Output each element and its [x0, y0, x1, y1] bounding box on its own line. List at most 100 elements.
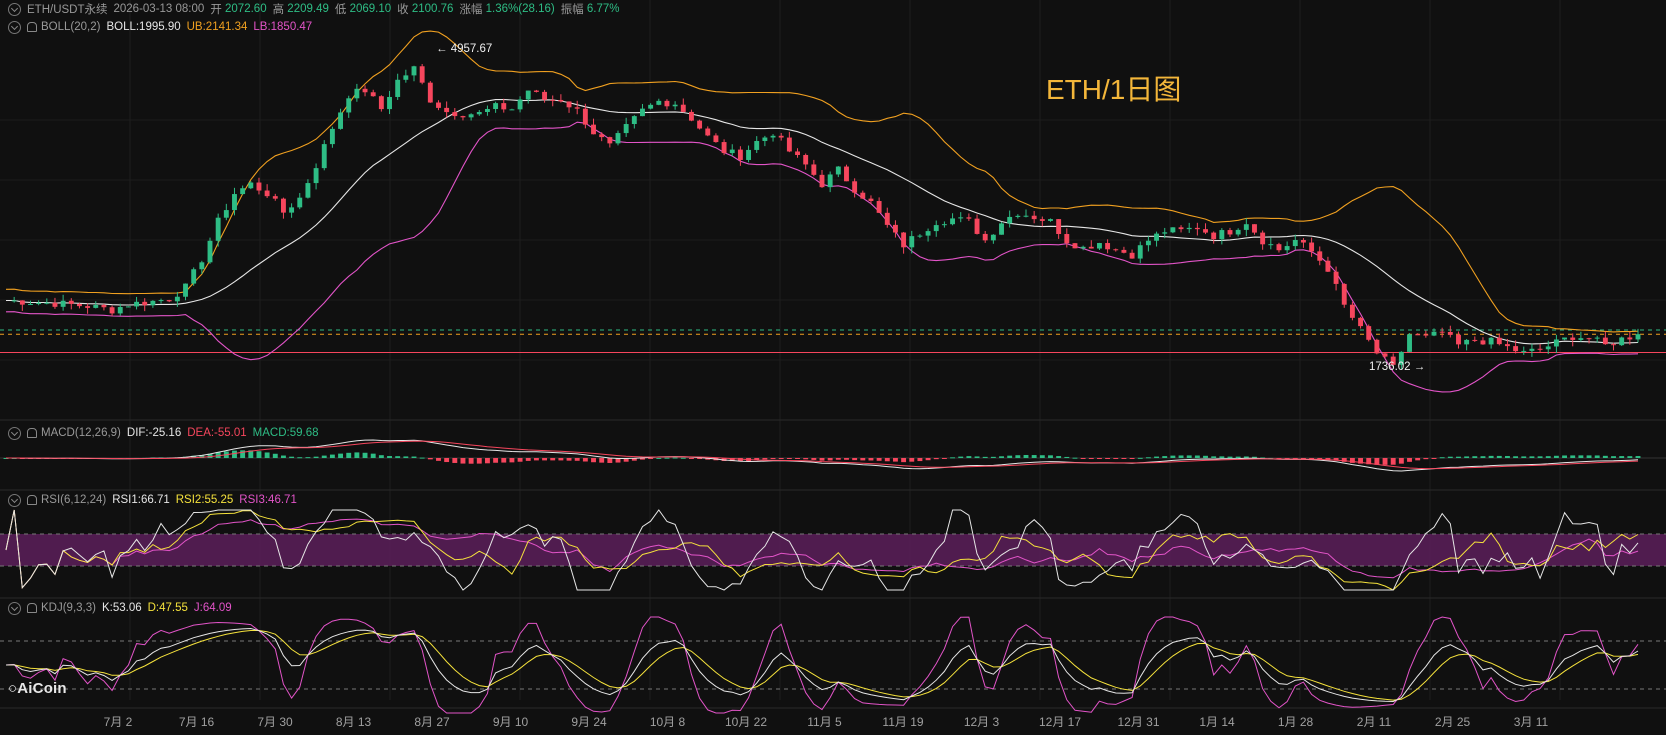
- macd-histogram-bar: [501, 458, 507, 463]
- candle-body: [1023, 215, 1029, 217]
- candle-body: [1537, 348, 1543, 350]
- macd-panel[interactable]: [0, 439, 1666, 472]
- x-tick-label: 10月 8: [649, 715, 686, 729]
- high-annotation-value: 4957.67: [450, 43, 493, 55]
- macd-histogram-bar: [321, 455, 327, 458]
- date-label: 2026-03-13 08:00: [113, 3, 205, 15]
- macd-histogram-bar: [1015, 455, 1021, 458]
- macd-histogram-bar: [354, 452, 360, 458]
- candle-body: [387, 96, 392, 110]
- close-label: 收: [397, 4, 409, 16]
- macd-histogram-bar: [411, 456, 417, 458]
- candle-body: [958, 217, 964, 219]
- ohlc-header: ETH/USDT永续 2026-03-13 08:00 开 2072.60 高 …: [8, 1, 620, 17]
- rsi-header: RSI(6,12,24) RSI1:66.71 RSI2:55.25 RSI3:…: [8, 492, 297, 508]
- candle-body: [1390, 356, 1396, 365]
- candle-body: [1578, 338, 1584, 340]
- low-annotation: 1736.02 →: [1369, 361, 1426, 373]
- candle-body: [183, 283, 188, 297]
- alert-bell-icon[interactable]: [27, 603, 37, 613]
- macd-histogram-bar: [974, 456, 980, 458]
- kdj-header: KDJ(9,3,3) K:53.06 D:47.55 J:64.09: [8, 600, 232, 616]
- candle-body: [648, 104, 654, 109]
- x-tick-label: 7月 30: [257, 715, 293, 729]
- candle-body: [329, 128, 335, 145]
- candle-body: [1374, 339, 1380, 354]
- grid-lines: [0, 0, 1666, 709]
- price-panel[interactable]: [0, 30, 1666, 393]
- open-value: 2072.60: [225, 3, 267, 15]
- macd-histogram-bar: [1088, 458, 1094, 459]
- macd-histogram-bar: [680, 457, 686, 459]
- macd-name: MACD(12,26,9): [41, 427, 121, 439]
- x-tick-label: 12月 31: [1117, 715, 1160, 729]
- candle-body: [362, 88, 368, 93]
- macd-histogram-bar: [1048, 455, 1053, 458]
- macd-histogram-bar: [1464, 456, 1470, 458]
- macd-histogram-bar: [925, 458, 931, 461]
- rsi-name: RSI(6,12,24): [41, 494, 107, 506]
- macd-histogram-bar: [558, 458, 564, 461]
- candle-body: [811, 164, 817, 175]
- candle-body: [1080, 246, 1086, 249]
- macd-histogram-bar: [346, 452, 352, 458]
- macd-histogram-bar: [786, 458, 792, 459]
- macd-histogram-bar: [640, 458, 645, 460]
- macd-histogram-bar: [1203, 455, 1208, 458]
- rsi-panel[interactable]: [0, 509, 1666, 591]
- collapse-icon[interactable]: [8, 601, 21, 615]
- macd-histogram-bar: [844, 458, 849, 460]
- collapse-icon[interactable]: [8, 426, 21, 440]
- candle-body: [550, 99, 556, 101]
- candle-body: [28, 304, 33, 306]
- candle-body: [925, 231, 931, 236]
- macd-histogram-bar: [615, 458, 621, 463]
- candle-body: [44, 302, 50, 304]
- macd-histogram-bar: [1586, 455, 1592, 458]
- candle-body: [754, 140, 760, 150]
- candle-body: [419, 66, 425, 83]
- chart-watermark: ETH/1日图: [1046, 74, 1182, 105]
- candle-body: [844, 166, 849, 182]
- macd-histogram-bar: [1162, 456, 1168, 458]
- macd-histogram-bar: [1431, 458, 1437, 459]
- alert-bell-icon[interactable]: [27, 22, 37, 32]
- candle-body: [174, 296, 180, 302]
- candle-body: [1309, 242, 1315, 252]
- candle-body: [1072, 243, 1078, 249]
- candle-body: [1243, 224, 1249, 230]
- collapse-icon[interactable]: [8, 2, 21, 16]
- alert-bell-icon[interactable]: [27, 495, 37, 505]
- candle-body: [990, 234, 996, 241]
- macd-histogram-bar: [1023, 454, 1029, 458]
- kdj-panel[interactable]: [0, 616, 1666, 714]
- macd-histogram-bar: [664, 457, 670, 459]
- macd-histogram-bar: [1480, 456, 1486, 458]
- macd-histogram-bar: [444, 458, 450, 463]
- candle-body: [713, 135, 719, 143]
- candle-body: [656, 100, 662, 105]
- candle-body: [623, 124, 629, 134]
- candle-body: [1635, 334, 1641, 340]
- candle-body: [835, 166, 841, 175]
- macd-dea-line: [6, 440, 1639, 470]
- candle-body: [501, 103, 507, 110]
- alert-bell-icon[interactable]: [27, 428, 37, 438]
- collapse-icon[interactable]: [8, 493, 21, 507]
- macd-histogram-bar: [1211, 456, 1217, 458]
- candle-body: [68, 300, 74, 304]
- candle-body: [901, 232, 907, 248]
- macd-histogram-bar: [1423, 458, 1429, 460]
- candle-body: [1562, 337, 1568, 340]
- candle-body: [395, 79, 401, 97]
- candle-body: [672, 104, 678, 107]
- candle-body: [795, 151, 800, 156]
- collapse-icon[interactable]: [8, 20, 21, 34]
- candle-body: [721, 142, 727, 154]
- macd-histogram-bar: [468, 458, 474, 464]
- macd-histogram-bar: [256, 451, 262, 458]
- macd-histogram-bar: [1496, 455, 1502, 458]
- macd-histogram-bar: [1137, 457, 1143, 459]
- macd-histogram-bar: [484, 458, 490, 464]
